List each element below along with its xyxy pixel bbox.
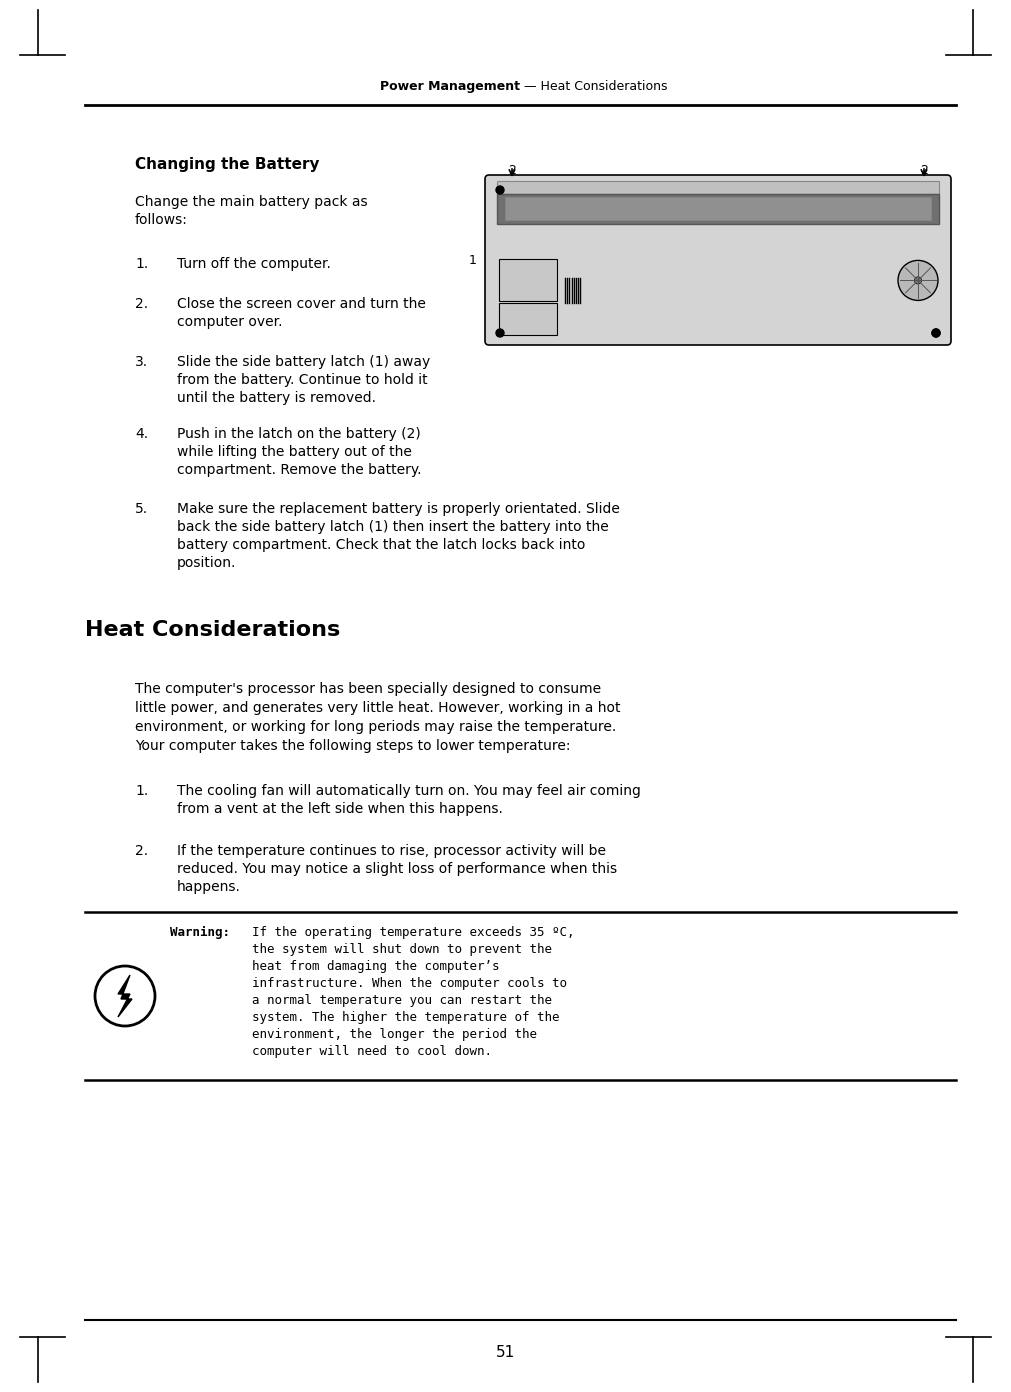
Circle shape [496, 329, 504, 337]
Circle shape [914, 277, 922, 284]
Text: — Heat Considerations: — Heat Considerations [520, 79, 667, 93]
Text: The computer's processor has been specially designed to consume
little power, an: The computer's processor has been specia… [135, 682, 621, 753]
Text: Close the screen cover and turn the
computer over.: Close the screen cover and turn the comp… [177, 296, 426, 329]
Text: 2: 2 [509, 164, 516, 177]
Circle shape [932, 329, 940, 337]
Circle shape [898, 260, 938, 301]
Circle shape [932, 329, 940, 337]
FancyBboxPatch shape [497, 181, 939, 193]
Text: 3.: 3. [135, 355, 149, 369]
Text: 4.: 4. [135, 427, 149, 441]
Text: 5.: 5. [135, 503, 149, 516]
FancyBboxPatch shape [506, 198, 931, 220]
Text: If the operating temperature exceeds 35 ºC,
the system will shut down to prevent: If the operating temperature exceeds 35 … [252, 926, 574, 1058]
Text: Push in the latch on the battery (2)
while lifting the battery out of the
compar: Push in the latch on the battery (2) whi… [177, 427, 422, 476]
FancyBboxPatch shape [499, 259, 557, 301]
Text: 2: 2 [920, 164, 928, 177]
Text: 1: 1 [469, 253, 477, 266]
Text: Change the main battery pack as
follows:: Change the main battery pack as follows: [135, 195, 368, 227]
FancyBboxPatch shape [499, 303, 557, 335]
Text: 2.: 2. [135, 296, 149, 310]
Circle shape [496, 187, 504, 193]
Text: Warning:: Warning: [170, 926, 229, 940]
Polygon shape [118, 974, 132, 1018]
Text: 51: 51 [495, 1345, 516, 1360]
Text: If the temperature continues to rise, processor activity will be
reduced. You ma: If the temperature continues to rise, pr… [177, 844, 617, 894]
Text: 1.: 1. [135, 784, 149, 798]
Text: Power Management: Power Management [380, 79, 520, 93]
Text: Heat Considerations: Heat Considerations [85, 619, 341, 640]
Text: Turn off the computer.: Turn off the computer. [177, 258, 331, 271]
Text: Slide the side battery latch (1) away
from the battery. Continue to hold it
unti: Slide the side battery latch (1) away fr… [177, 355, 431, 405]
Text: Make sure the replacement battery is properly orientated. Slide
back the side ba: Make sure the replacement battery is pro… [177, 503, 620, 569]
Text: 1.: 1. [135, 258, 149, 271]
Text: The cooling fan will automatically turn on. You may feel air coming
from a vent : The cooling fan will automatically turn … [177, 784, 641, 816]
FancyBboxPatch shape [485, 175, 951, 345]
FancyBboxPatch shape [497, 193, 939, 224]
Text: Changing the Battery: Changing the Battery [135, 157, 319, 173]
Text: 2.: 2. [135, 844, 149, 857]
